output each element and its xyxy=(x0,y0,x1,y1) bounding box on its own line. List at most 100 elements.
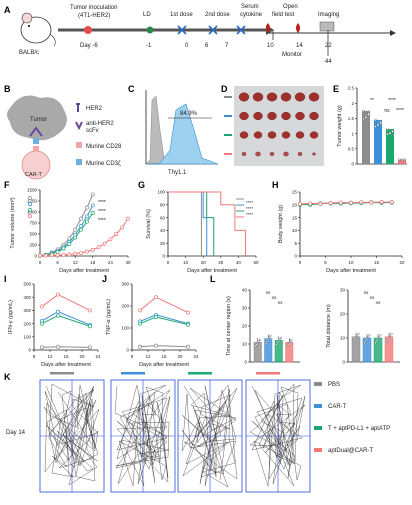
data-point xyxy=(387,336,391,339)
tumor-photo xyxy=(297,152,303,156)
y-tick-label: 500 xyxy=(29,232,37,237)
x-tick-label: 16 xyxy=(63,354,69,359)
y-tick-label: 400 xyxy=(23,295,31,300)
series-marker xyxy=(43,253,48,258)
series-marker xyxy=(88,324,92,329)
panel-c: C 84.9% Thy1.1 xyxy=(128,84,219,176)
data-point xyxy=(268,336,271,339)
x-tick-label: 12 xyxy=(145,354,151,359)
y-tick-label: 1.5 xyxy=(348,116,355,121)
panel-label-h: H xyxy=(272,180,279,190)
x-tick-label: 8 xyxy=(33,354,36,359)
car-t-label: CAR-T xyxy=(25,172,42,178)
y-tick-label: 60 xyxy=(160,215,166,220)
panel-k: K Day 14 PBS CAR-T T + aptPD-L1 + aptATP ap… xyxy=(4,372,390,493)
panel-i: I 0 100 200 300 400 500 8 12 16 20 24 Days after tr… xyxy=(4,274,101,368)
day-minus-6: Day -6 xyxy=(80,43,98,49)
series-marker xyxy=(90,203,95,208)
sig-label: ns xyxy=(370,295,376,300)
data-point xyxy=(255,343,258,346)
series-marker xyxy=(79,250,84,255)
bar xyxy=(274,340,283,363)
x-tick-label: 15 xyxy=(374,260,380,265)
movement-track xyxy=(249,383,306,487)
sig-label: ns xyxy=(278,300,284,305)
cd28-domain-icon xyxy=(33,146,39,151)
tumor-photo xyxy=(281,111,291,121)
y-axis-label: Body weight (g) xyxy=(278,205,284,243)
y-tick-label: 0 xyxy=(244,360,247,365)
mouse-strain: BALB/c xyxy=(19,50,39,56)
x-tick-label: 20 xyxy=(201,260,207,265)
panel-label-e: E xyxy=(333,84,339,94)
data-point xyxy=(256,341,259,345)
series-marker xyxy=(328,201,333,205)
series-marker xyxy=(73,251,78,256)
tumor-photo xyxy=(308,92,320,102)
tumor-photo-background xyxy=(234,86,324,166)
legend-scfv-2: scFv xyxy=(86,128,99,134)
cd3z-domain-icon xyxy=(33,138,39,144)
x-tick-label: 20 xyxy=(177,354,183,359)
series-marker xyxy=(102,241,107,246)
series-marker xyxy=(84,205,89,210)
x-tick-label: 0 xyxy=(299,260,302,265)
data-point xyxy=(288,341,291,345)
series-line xyxy=(41,293,91,311)
series-marker xyxy=(56,309,60,314)
y-tick-label: 0.5 xyxy=(348,147,355,152)
series-marker xyxy=(61,246,66,251)
legend-marker xyxy=(28,202,32,206)
data-point xyxy=(269,334,272,337)
panel-j: J 0 100 200 300 8 12 16 20 24 Days after treatmen… xyxy=(102,274,199,368)
series-line xyxy=(139,345,189,348)
series-marker xyxy=(84,214,89,219)
sig-label: **** xyxy=(98,200,106,206)
series-marker xyxy=(84,219,89,224)
x-axis-label: Days after treatment xyxy=(187,268,237,274)
x-axis-label: Days after treatment xyxy=(59,268,109,274)
row-marker-cart xyxy=(224,115,232,117)
y-tick-label: 40 xyxy=(242,288,248,293)
panel-label-a: A xyxy=(4,5,11,15)
data-point xyxy=(290,338,293,341)
panel-b: B Tumor CAR-T HER2 anti-HER2 scFv Murine… xyxy=(4,84,122,180)
chart-body-weight: 0 5 10 15 20 25 0 5 10 15 20 Days after treatment Bo… xyxy=(278,190,405,274)
tumor-photo xyxy=(239,111,249,121)
series-marker xyxy=(389,200,394,205)
data-point xyxy=(275,343,278,346)
y-axis-label: Time at center region (s) xyxy=(226,296,232,356)
y-tick-label: 1250 xyxy=(27,199,38,204)
series-marker xyxy=(73,235,78,240)
y-tick-label: 20 xyxy=(242,324,248,329)
data-point xyxy=(374,125,377,128)
data-point xyxy=(264,342,268,345)
series-marker xyxy=(38,253,42,258)
data-point xyxy=(364,116,368,119)
y-tick-label: 750 xyxy=(29,221,37,226)
day-22: 22 xyxy=(325,43,332,49)
tumor-photo xyxy=(295,131,305,139)
series-marker xyxy=(154,295,158,300)
bar xyxy=(264,338,273,363)
y-tick-label: 30 xyxy=(340,288,346,293)
data-point xyxy=(257,340,260,343)
series-marker xyxy=(79,224,84,229)
data-point xyxy=(289,340,292,343)
sig-label: ns xyxy=(364,290,370,295)
panel-label-b: B xyxy=(4,84,11,94)
series-marker xyxy=(379,200,384,204)
y-axis-label: Survival (%) xyxy=(146,209,152,239)
x-tick-label: 20 xyxy=(399,260,405,265)
series-line xyxy=(40,218,129,257)
blood-drop-icon xyxy=(266,23,270,33)
series-line xyxy=(299,201,392,205)
legend-her2: HER2 xyxy=(86,106,103,112)
data-point xyxy=(398,158,401,161)
bar xyxy=(398,159,406,164)
group-color-bar xyxy=(50,372,74,375)
x-axis-label: Days after treatment xyxy=(41,362,91,368)
tumor-photo xyxy=(253,111,263,121)
tumor-cell-icon xyxy=(7,95,67,141)
